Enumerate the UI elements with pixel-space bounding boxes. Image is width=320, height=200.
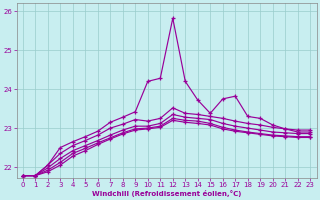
X-axis label: Windchill (Refroidissement éolien,°C): Windchill (Refroidissement éolien,°C) <box>92 190 241 197</box>
